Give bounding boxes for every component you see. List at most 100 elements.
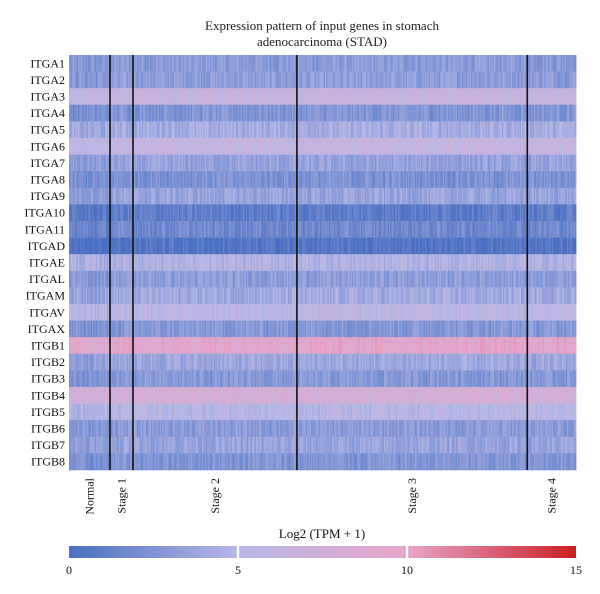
heatmap-cell [144, 71, 147, 89]
heatmap-cell [547, 204, 550, 222]
heatmap-cell [485, 204, 487, 222]
heatmap-cell [75, 104, 78, 122]
heatmap-cell [118, 204, 121, 222]
heatmap-cell [310, 104, 313, 122]
heatmap-cell [249, 71, 252, 89]
heatmap-cell [432, 204, 435, 222]
heatmap-cell [336, 221, 339, 238]
heatmap-cell [574, 55, 577, 72]
heatmap-cell [296, 71, 299, 89]
heatmap-cell [278, 204, 281, 222]
heatmap-cell [490, 55, 492, 72]
heatmap-cell [235, 121, 238, 139]
heatmap-cell [107, 88, 110, 106]
heatmap-cell [543, 104, 546, 122]
heatmap-cell [545, 154, 547, 172]
heatmap-cell [447, 187, 450, 205]
heatmap-cell [552, 71, 555, 89]
heatmap-cell [232, 71, 235, 89]
heatmap-cell [312, 187, 314, 205]
heatmap-cell [550, 71, 553, 89]
heatmap-cell [240, 71, 243, 89]
heatmap-cell [459, 138, 462, 155]
heatmap-cell [235, 71, 238, 89]
heatmap-cell [302, 121, 304, 139]
heatmap-cell [193, 88, 195, 106]
heatmap-cell [88, 138, 90, 155]
heatmap-cell [181, 55, 184, 72]
heatmap-cell [536, 221, 538, 238]
heatmap-cell [327, 138, 330, 155]
heatmap-cell [229, 254, 231, 272]
heatmap-cell [208, 187, 211, 205]
heatmap-cell [172, 154, 175, 172]
heatmap-cell [419, 71, 422, 89]
heatmap-cell [325, 121, 327, 139]
heatmap-cell [367, 187, 369, 205]
heatmap-cell [536, 237, 538, 255]
heatmap-cell [503, 138, 505, 155]
heatmap-cell [417, 71, 419, 89]
heatmap-cell [85, 221, 88, 238]
heatmap-cell [349, 104, 352, 122]
heatmap-cell [439, 237, 441, 255]
heatmap-cell [478, 237, 481, 255]
heatmap-cell [551, 154, 554, 172]
heatmap-cell [318, 254, 321, 272]
heatmap-cell [482, 171, 485, 189]
heatmap-cell [93, 121, 96, 139]
heatmap-cell [312, 204, 314, 222]
heatmap-cell [191, 154, 194, 172]
heatmap-cell [140, 154, 143, 172]
heatmap-cell [252, 237, 254, 255]
heatmap-cell [156, 71, 158, 89]
heatmap-cell [145, 121, 148, 139]
heatmap-cell [262, 221, 265, 238]
heatmap-cell [546, 237, 549, 255]
heatmap-cell [248, 237, 250, 255]
heatmap-cell [172, 254, 175, 272]
heatmap-cell [314, 55, 317, 72]
heatmap-cell [299, 204, 302, 222]
heatmap-cell [497, 138, 500, 155]
heatmap-cell [504, 171, 506, 189]
heatmap-cell [419, 88, 422, 106]
heatmap-cell [70, 221, 72, 238]
heatmap-cell [454, 221, 457, 238]
heatmap-cell [195, 254, 198, 272]
heatmap-cell [191, 254, 194, 272]
heatmap-cell [458, 221, 460, 238]
heatmap-cell [212, 154, 215, 172]
heatmap-cell [211, 104, 213, 122]
heatmap-cell [455, 221, 458, 238]
heatmap-cell [536, 171, 538, 189]
heatmap-cell [390, 204, 393, 222]
heatmap-cell [225, 237, 227, 255]
heatmap-cell [474, 237, 477, 255]
heatmap-cell [294, 138, 297, 155]
heatmap-cell [218, 71, 221, 89]
heatmap-cell [115, 104, 117, 122]
heatmap-cell [387, 121, 390, 139]
heatmap-cell [364, 171, 367, 189]
heatmap-cell [513, 187, 515, 205]
heatmap-cell [467, 187, 469, 205]
heatmap-cell [368, 104, 371, 122]
heatmap-cell [374, 121, 377, 139]
heatmap-cell [492, 154, 495, 172]
heatmap-cell [341, 237, 344, 255]
heatmap-cell [546, 154, 549, 172]
heatmap-cell [419, 121, 422, 139]
heatmap-cell [165, 138, 167, 155]
heatmap-cell [421, 154, 423, 172]
heatmap-cell [153, 237, 156, 255]
heatmap-cell [453, 121, 455, 139]
heatmap-cell [567, 138, 569, 155]
heatmap-cell [70, 204, 72, 222]
heatmap-cell [229, 237, 231, 255]
heatmap-cell [318, 104, 321, 122]
heatmap-cell [380, 138, 382, 155]
heatmap-cell [203, 88, 206, 106]
heatmap-cell [532, 237, 535, 255]
heatmap-cell [524, 237, 527, 255]
